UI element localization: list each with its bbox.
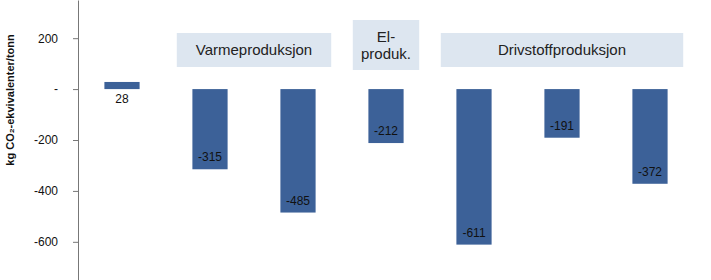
y-axis: 200 - -200 -400 -600 — [34, 1, 79, 280]
bar — [456, 89, 491, 245]
annotation: Drivstoffproduksjon — [498, 41, 626, 58]
y-axis-title: kg CO₂-ekvivalenter/tonn — [4, 34, 16, 166]
data-label: -212 — [374, 124, 398, 138]
annotations: Varmeproduksjon El-produk. Drivstoffproduk… — [177, 20, 683, 70]
data-label: -485 — [286, 194, 310, 208]
data-label: -315 — [198, 150, 222, 164]
y-tick-label: -600 — [34, 235, 58, 249]
chart: Varmeproduksjon El-produk. Drivstoffproduk… — [0, 0, 711, 280]
bar — [632, 89, 667, 184]
y-tick: - — [54, 82, 78, 96]
y-tick-label: - — [54, 82, 58, 96]
data-labels: 28 -315 -485 -212 -611 -191 -372 — [115, 92, 662, 240]
bar — [544, 89, 579, 138]
annotation: El-produk. — [361, 28, 411, 62]
y-tick: -600 — [34, 235, 78, 249]
y-tick-label: 200 — [38, 32, 58, 46]
y-tick-label: -400 — [34, 184, 58, 198]
y-tick-mark — [73, 140, 78, 141]
y-tick-label: -200 — [34, 133, 58, 147]
bar — [368, 89, 403, 143]
annotation: Varmeproduksjon — [196, 41, 312, 58]
y-axis-line — [78, 1, 79, 280]
annotation-box — [177, 33, 331, 67]
annotation-box — [353, 20, 419, 70]
y-tick-mark — [73, 242, 78, 243]
data-label: -191 — [550, 119, 574, 133]
data-label: -372 — [638, 165, 662, 179]
bar — [192, 89, 227, 169]
y-tick-mark — [73, 191, 78, 192]
y-tick: -200 — [34, 133, 78, 147]
y-tick: -400 — [34, 184, 78, 198]
y-tick: 200 — [38, 32, 78, 46]
bar — [104, 82, 139, 89]
data-label: -611 — [462, 226, 485, 240]
bar — [280, 89, 315, 212]
y-tick-mark — [73, 38, 78, 39]
y-tick-mark — [73, 89, 78, 90]
bars — [104, 82, 667, 245]
annotation-box — [441, 33, 683, 67]
data-label: 28 — [115, 92, 129, 106]
